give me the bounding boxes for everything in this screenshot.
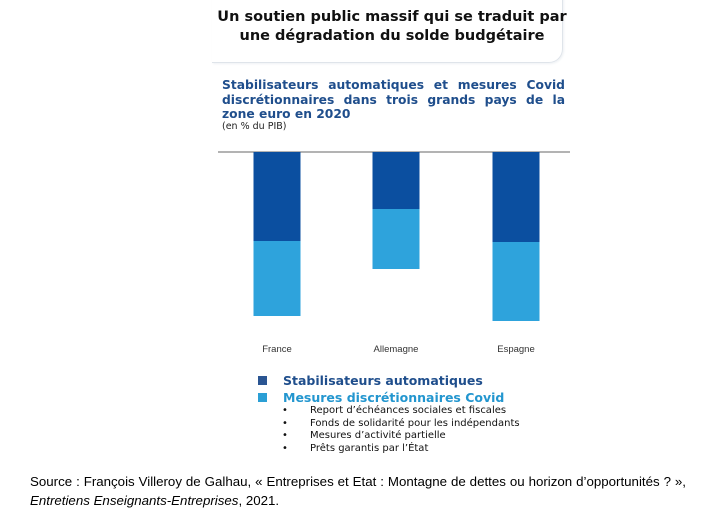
- bar-allemagne-series-1: [372, 209, 420, 269]
- legend-swatch: [258, 393, 267, 402]
- x-tick-label: Espagne: [497, 344, 535, 355]
- chart-unit-label: (en % du PIB): [222, 121, 287, 132]
- source-citation: Source : François Villeroy de Galhau, « …: [30, 474, 686, 508]
- bar-france-series-0: [253, 152, 301, 241]
- page-title: Un soutien public massif qui se traduit …: [217, 9, 567, 44]
- list-item: • Fonds de solidarité pour les indépendan…: [282, 417, 520, 429]
- bar-allemagne-series-0: [372, 152, 420, 209]
- bar-espagne-series-1: [492, 242, 540, 321]
- chart-title: Stabilisateurs automatiques et mesures C…: [222, 78, 565, 121]
- list-item: • Report d’échéances sociales et fiscales: [282, 405, 507, 416]
- title-box: [212, 0, 563, 63]
- legend-swatch: [258, 376, 267, 385]
- list-item: • Mesures d’activité partielle: [282, 430, 446, 441]
- list-item: • Prêts garantis par l’État: [282, 442, 429, 454]
- bar-espagne-series-0: [492, 152, 540, 242]
- bar-chart: France Allemagne Espagne: [218, 151, 570, 355]
- legend-item-stabilisateurs: Stabilisateurs automatiques: [258, 372, 504, 389]
- legend-label: Mesures discrétionnaires Covid: [283, 390, 505, 405]
- chart-legend: Stabilisateurs automatiques Mesures disc…: [258, 372, 504, 406]
- measures-list: • Report d’échéances sociales et fiscales…: [282, 405, 520, 455]
- legend-item-mesures-covid: Mesures discrétionnaires Covid: [258, 389, 504, 406]
- x-tick-label: France: [262, 344, 292, 355]
- publication-name: Entretiens Enseignants-Entreprises: [30, 493, 239, 508]
- x-tick-label: Allemagne: [374, 344, 419, 355]
- bar-france-series-1: [253, 241, 301, 316]
- legend-label: Stabilisateurs automatiques: [283, 373, 483, 388]
